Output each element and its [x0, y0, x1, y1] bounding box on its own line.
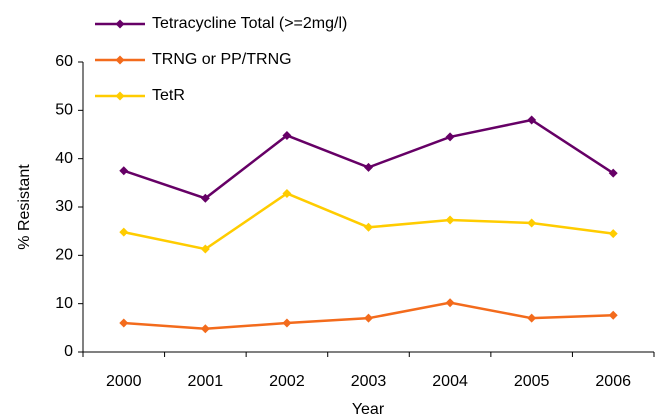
point — [119, 227, 129, 237]
point — [608, 229, 618, 239]
y-tick-label: 60 — [55, 53, 73, 70]
legend-label: Tetracycline Total (>=2mg/l) — [152, 15, 347, 32]
point — [282, 130, 292, 140]
y-tick-label: 50 — [55, 102, 73, 119]
point — [527, 218, 537, 228]
y-tick-label: 0 — [64, 343, 73, 360]
point — [527, 115, 537, 125]
point — [608, 310, 618, 320]
point — [608, 168, 618, 178]
y-axis-label: % Resistant — [16, 164, 33, 250]
x-tick-label: 2005 — [514, 373, 550, 390]
point — [364, 222, 373, 232]
point — [200, 193, 210, 203]
point — [527, 313, 537, 323]
x-tick-label: 2004 — [432, 373, 468, 390]
legend-marker — [115, 19, 125, 29]
point — [445, 132, 455, 142]
y-tick-label: 40 — [55, 150, 73, 167]
y-tick-label: 30 — [55, 198, 73, 215]
point — [119, 318, 129, 328]
legend-label: TRNG or PP/TRNG — [152, 51, 292, 68]
series-line — [123, 192, 614, 251]
point — [119, 166, 129, 176]
point — [364, 313, 373, 323]
x-tick-label: 2001 — [188, 373, 224, 390]
legend-marker — [115, 91, 125, 101]
point — [200, 324, 210, 334]
x-tick-label: 2000 — [106, 373, 142, 390]
point — [364, 162, 373, 172]
x-tick-label: 2003 — [351, 373, 387, 390]
y-tick-label: 10 — [55, 295, 73, 312]
point — [282, 188, 292, 198]
point — [282, 318, 292, 328]
y-tick-label: 20 — [55, 247, 73, 264]
series-line — [123, 118, 614, 200]
legend-label: TetR — [152, 87, 185, 104]
x-tick-label: 2006 — [595, 373, 631, 390]
point — [445, 298, 455, 308]
point — [445, 215, 455, 225]
legend-marker — [115, 55, 125, 65]
x-axis-label: Year — [352, 401, 385, 418]
x-tick-label: 2002 — [269, 373, 305, 390]
point — [200, 244, 210, 254]
